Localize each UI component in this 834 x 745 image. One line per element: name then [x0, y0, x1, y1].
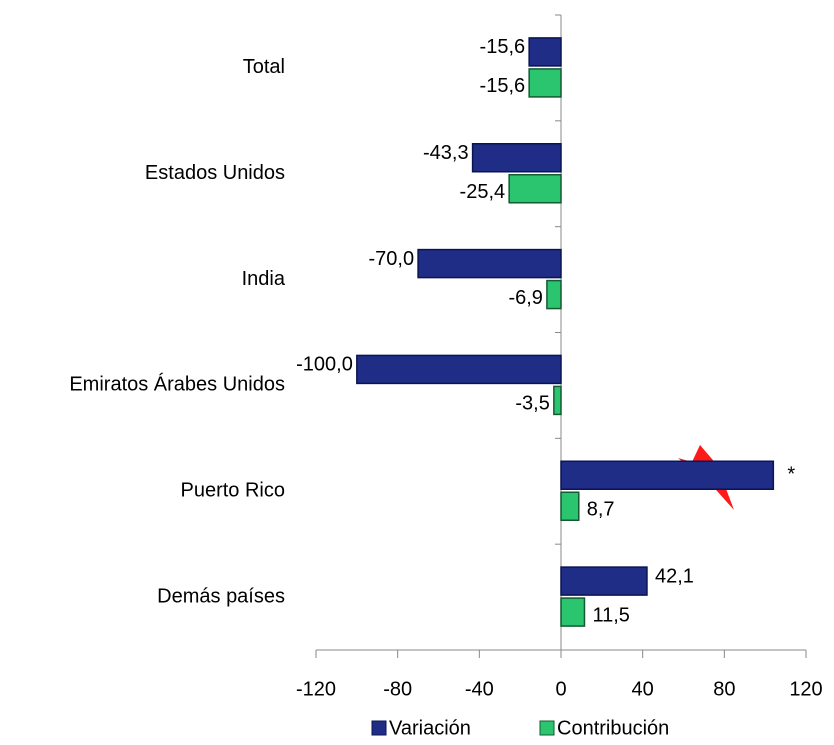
value-label: 42,1 [655, 565, 694, 587]
bar [546, 279, 562, 310]
x-tick-label: -40 [465, 678, 494, 700]
y-tick-label: Total [243, 56, 285, 78]
annotation: * [787, 464, 795, 486]
value-label: 8,7 [587, 499, 615, 521]
value-label: -3,5 [515, 393, 549, 415]
x-tick-label: -80 [383, 678, 412, 700]
y-tick-label: Demás países [157, 585, 285, 607]
value-label: -43,3 [423, 142, 469, 164]
value-label: 11,5 [592, 604, 629, 626]
value-label: -6,9 [508, 287, 542, 309]
legend-swatch [539, 720, 555, 736]
value-label: -100,0 [296, 354, 353, 376]
bar [560, 460, 775, 490]
bar [560, 491, 580, 521]
x-tick-label: 0 [555, 678, 566, 700]
value-label: -15,6 [480, 36, 526, 58]
bar [560, 597, 586, 627]
bar [471, 143, 562, 173]
x-tick-label: 80 [713, 678, 735, 700]
y-tick-label: India [242, 268, 286, 290]
y-tick-label: Puerto Rico [181, 480, 286, 502]
bar [508, 174, 562, 204]
value-label: -15,6 [480, 75, 526, 97]
legend-label: Contribución [557, 717, 669, 739]
legend-swatch [371, 720, 387, 736]
x-tick-label: 120 [789, 678, 822, 700]
bar [356, 354, 562, 385]
x-tick-label: 40 [632, 678, 654, 700]
bar [560, 566, 648, 596]
bar [528, 68, 562, 98]
bar [417, 248, 562, 279]
bar [553, 385, 562, 416]
value-label: -25,4 [460, 181, 506, 203]
legend-label: Variación [389, 717, 471, 739]
value-label: -70,0 [368, 248, 414, 270]
y-tick-label: Emiratos Árabes Unidos [69, 373, 285, 396]
bar [528, 37, 562, 67]
y-tick-label: Estados Unidos [145, 162, 285, 184]
x-tick-label: -120 [296, 678, 336, 700]
